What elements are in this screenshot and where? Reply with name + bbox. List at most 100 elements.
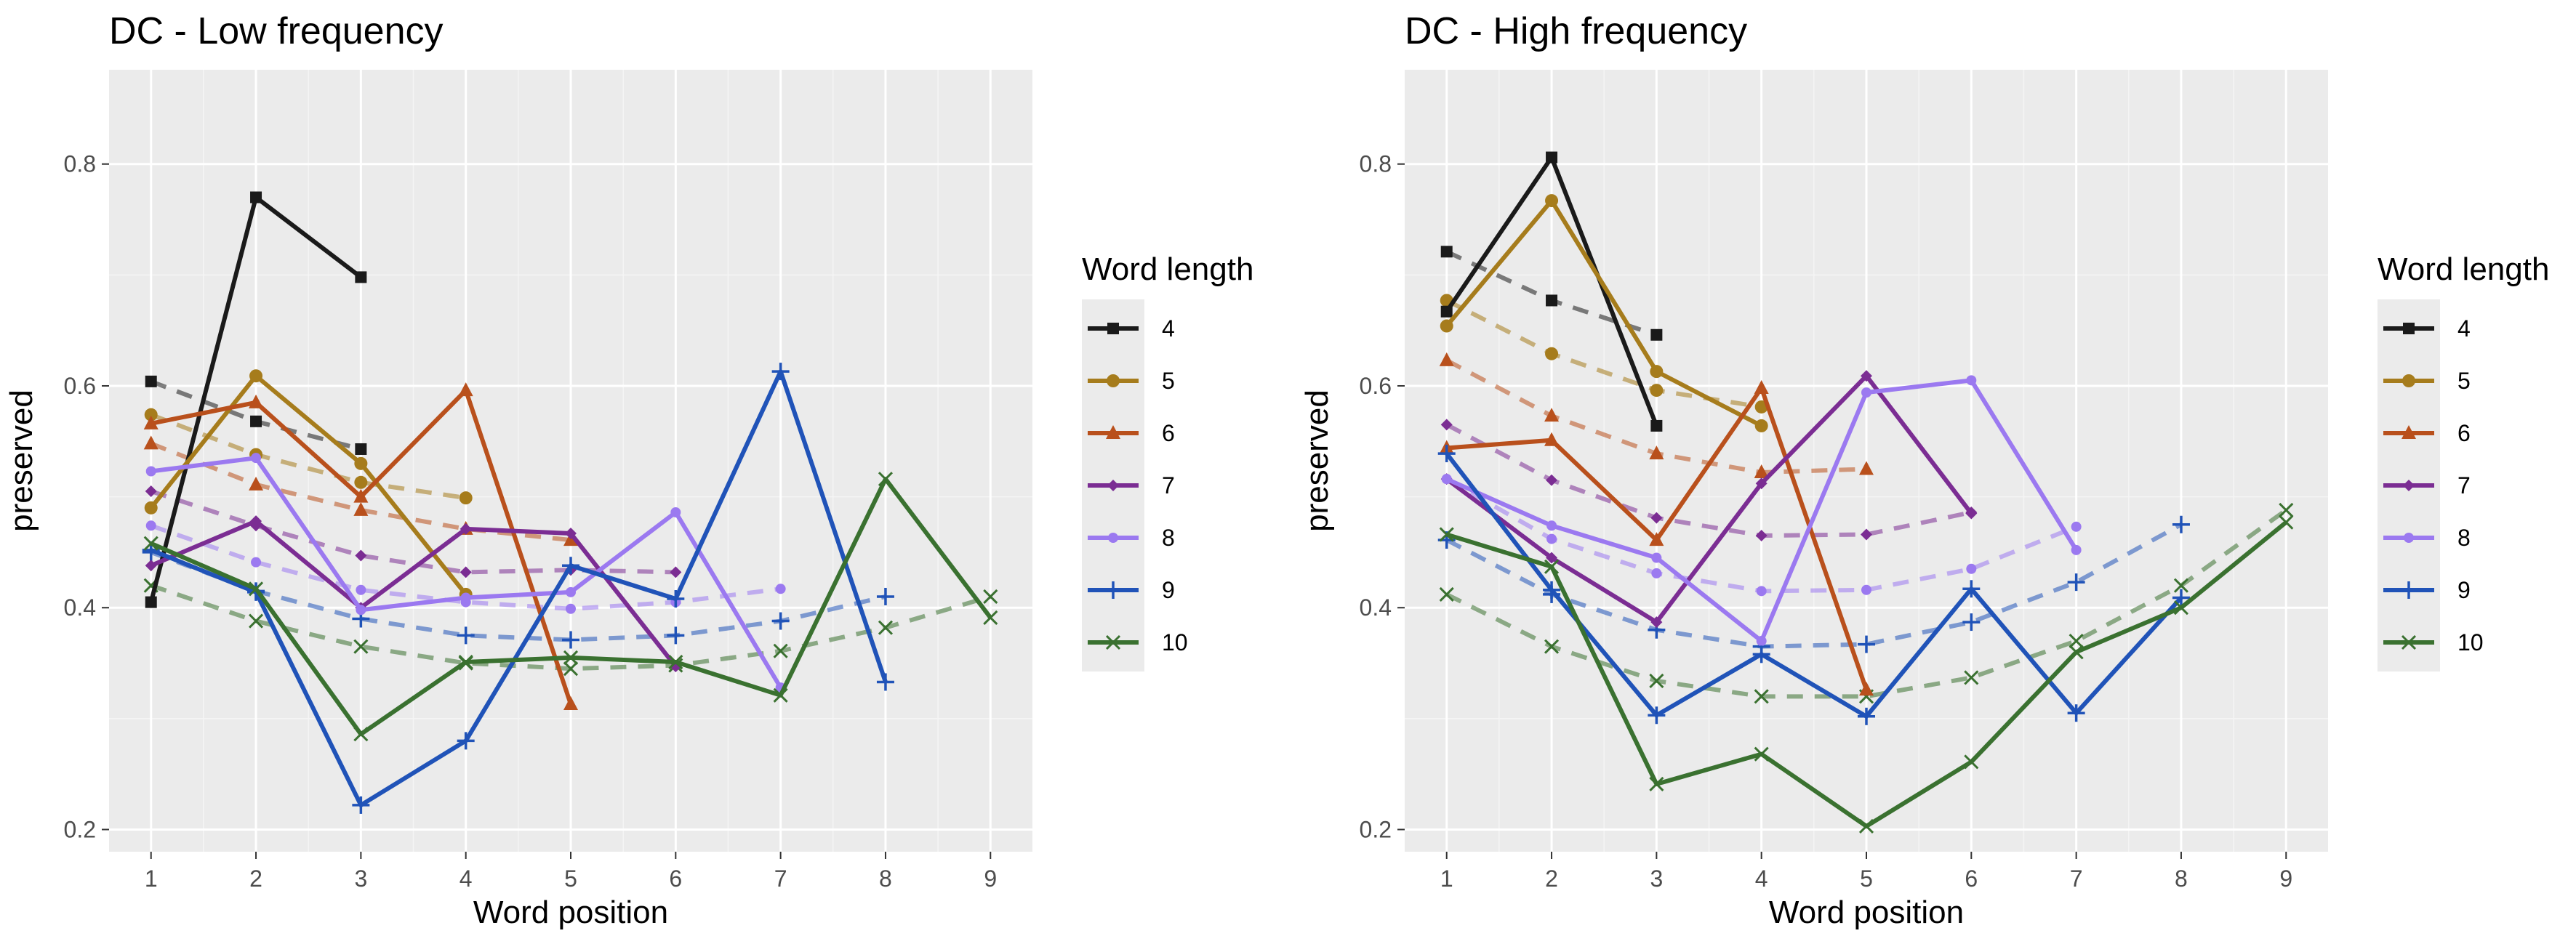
series-10-solid-point <box>1439 527 1454 542</box>
series-7-dashed-point <box>1861 528 1872 541</box>
series-10-dashed-point <box>563 661 579 677</box>
series-10-solid-point <box>353 727 369 742</box>
series-10-dashed-point <box>2069 633 2084 649</box>
series-9-main <box>1437 445 2190 725</box>
series-5-solid-point <box>144 501 158 515</box>
y-tick-label: 0.2 <box>64 816 96 842</box>
x-tick-label: 7 <box>774 866 787 892</box>
series-9-solid-point <box>2067 704 2085 722</box>
series-7-dashed-point <box>670 566 682 578</box>
series-10-solid-point <box>2173 600 2189 616</box>
series-8-dashed-point <box>1546 533 1557 544</box>
series-8 <box>1441 474 2082 597</box>
legend-label: 9 <box>2457 577 2471 603</box>
series-10-dashed-point <box>353 639 369 654</box>
x-tick-label: 2 <box>249 866 262 892</box>
legend-item-4: 4 <box>2383 315 2471 342</box>
series-5-dashed-point <box>354 475 368 489</box>
series-6-dashed-point <box>1859 461 1874 475</box>
series-6-dashed-point <box>143 435 159 450</box>
chart-title: DC - Low frequency <box>109 10 444 52</box>
series-7-solid-line <box>150 519 678 668</box>
series-4-dashed-point <box>1650 328 1663 341</box>
series-8-dashed-point <box>775 584 786 594</box>
x-axis-title: Word position <box>1769 895 1964 930</box>
series-7-dashed-point <box>1650 512 1663 524</box>
series-4-dashed-point <box>355 443 367 455</box>
series-4-solid-point <box>1546 151 1558 164</box>
series-10-dashed-point <box>1439 586 1454 602</box>
series-9-solid-point <box>2172 589 2190 607</box>
series-8-solid-point <box>1966 375 1977 386</box>
legend-title: Word length <box>1082 251 1253 287</box>
series-8-solid-point <box>2071 544 2082 555</box>
legend-item-4: 4 <box>1088 315 1175 342</box>
series-10-solid-point <box>1649 776 1664 791</box>
series-8-main <box>1441 375 2082 647</box>
series-9-dashed-line <box>1445 523 2183 649</box>
series-4-dashed-point <box>1546 294 1558 307</box>
chart-panel-1: DC - Low frequency 1 2 3 4 5 6 7 8 9 0.2 0.4 0.6 0.8 W… <box>4 10 1253 930</box>
series-6-solid-point <box>1544 432 1560 446</box>
y-tick-label: 0.6 <box>64 373 96 399</box>
series-6-main <box>143 382 578 711</box>
series-10-solid-point <box>2279 515 2294 530</box>
legend: Word length 4 5 6 7 8 9 10 <box>2378 251 2549 671</box>
series-6-dashed-point <box>1544 408 1560 422</box>
x-tick-label: 2 <box>1545 866 1558 892</box>
series-6-solid-point <box>1649 532 1664 546</box>
legend-key-marker <box>1107 374 1120 387</box>
legend-key-marker <box>2402 374 2415 387</box>
x-tick-label: 8 <box>2175 866 2188 892</box>
series-6-solid-point <box>563 696 578 711</box>
series-10-solid-point <box>248 581 264 597</box>
legend-item-5: 5 <box>1088 368 1175 394</box>
series-9-solid-point <box>771 363 790 381</box>
series-10-solid-point <box>563 650 579 665</box>
y-tick-label: 0.6 <box>1360 373 1392 399</box>
series-7-dashed-point <box>355 549 367 562</box>
series-10-solid-point <box>1858 818 1874 834</box>
series-7-solid-point <box>1650 616 1663 629</box>
x-tick-label: 9 <box>984 866 997 892</box>
y-axis-title: preserved <box>1299 390 1335 532</box>
legend-title: Word length <box>2378 251 2549 287</box>
series-10-solid-point <box>1964 754 1979 770</box>
x-tick-label: 8 <box>879 866 892 892</box>
series-8-dashed-point <box>566 603 576 614</box>
series-8-solid-point <box>460 592 471 603</box>
series-8-solid-point <box>670 507 681 517</box>
series-9-solid-line <box>1445 452 2183 719</box>
series-9-dashed-point <box>1962 613 1981 632</box>
x-tick-label: 6 <box>1965 866 1978 892</box>
y-tick-label: 0.2 <box>1360 816 1392 842</box>
series-8-solid-point <box>1756 636 1767 647</box>
series-10-solid-point <box>878 472 894 487</box>
series-9-dashed-point <box>2172 515 2190 533</box>
series-9-solid-point <box>1752 645 1770 663</box>
series-6 <box>1439 352 1874 479</box>
series-9-solid-point <box>352 796 370 814</box>
x-tick-label: 5 <box>564 866 577 892</box>
series-9-solid-point <box>1962 580 1981 598</box>
series-8-solid-point <box>1651 552 1662 563</box>
legend-item-7: 7 <box>2383 472 2471 499</box>
series-7-solid-point <box>1755 477 1768 490</box>
legend-item-10: 10 <box>1088 629 1188 655</box>
series-10-dashed-point <box>248 613 264 629</box>
legend-label: 4 <box>2457 315 2471 342</box>
series-9-solid-point <box>1543 581 1561 599</box>
legend-item-6: 6 <box>2383 420 2471 446</box>
y-axis-title: preserved <box>4 390 39 532</box>
series-7-dashed-line <box>1445 422 1972 538</box>
series-9-solid-point <box>876 673 894 691</box>
series-6-solid-point <box>1754 380 1769 395</box>
series-9-solid-line <box>150 369 888 807</box>
series-6-dashed-line <box>150 441 571 543</box>
series-8-dashed-point <box>1756 586 1767 597</box>
series-4-solid-point <box>1650 419 1663 432</box>
y-tick-label: 0.4 <box>1360 594 1392 621</box>
series-7-dashed-point <box>1755 530 1768 542</box>
series-5-dashed-point <box>1650 384 1664 398</box>
legend-item-9: 9 <box>1088 577 1175 603</box>
